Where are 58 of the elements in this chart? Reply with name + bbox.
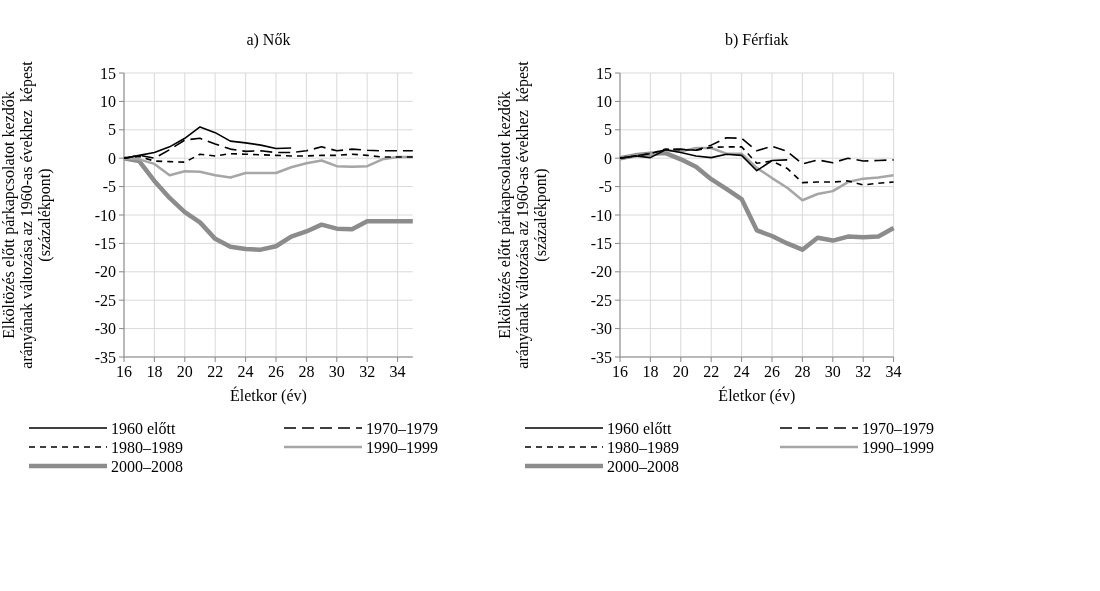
x-tick-label: 20: [176, 363, 193, 380]
y-tick-label: 0: [108, 149, 116, 167]
x-tick-label: 28: [794, 363, 811, 380]
y-tick-label: -20: [590, 263, 612, 281]
x-tick-label: 22: [703, 363, 720, 380]
y-tick-label: 10: [596, 93, 612, 110]
y-tick-label: 15: [596, 64, 612, 82]
y-tick-label: 10: [100, 93, 116, 110]
x-tick-label: 32: [359, 363, 376, 380]
legend-label: 1980–1989: [607, 438, 679, 456]
y-tick-label: -35: [94, 348, 116, 366]
legend-label: 2000–2008: [607, 457, 679, 475]
x-tick-label: 34: [389, 363, 406, 380]
legend-label: 1960 előtt: [607, 419, 672, 437]
y-tick-label: 5: [604, 121, 612, 139]
legend-label: 1970–1979: [862, 419, 934, 437]
x-tick-label: 34: [885, 363, 902, 380]
legend-label: 1960 előtt: [111, 419, 176, 437]
y-axis-title: Elköltözés előtt párkapcsolatot kezdők arányának változása az 1960-as évekhez képest (százalékpont): [496, 60, 550, 369]
legend-label: 1970–1979: [366, 419, 438, 437]
x-tick-label: 30: [824, 363, 841, 380]
y-tick-label: -10: [94, 206, 116, 224]
y-tick-label: -30: [590, 320, 612, 338]
y-tick-label: -30: [94, 320, 116, 338]
y-axis-title: Elköltözés előtt párkapcsolatot kezdők arányának változása az 1960-as évekhez képest (százalékpont): [0, 60, 54, 369]
legend-label: 1990–1999: [862, 438, 934, 456]
x-tick-label: 32: [855, 363, 872, 380]
y-tick-label: -20: [94, 263, 116, 281]
legend-label: 1990–1999: [366, 438, 438, 456]
x-tick-label: 16: [612, 363, 628, 380]
y-tick-label: 0: [604, 149, 612, 167]
x-axis-title: Életkor (év): [718, 386, 796, 405]
y-tick-label: -15: [94, 235, 116, 252]
x-tick-label: 28: [298, 363, 315, 380]
y-tick-label: -10: [590, 206, 612, 224]
x-tick-label: 16: [116, 363, 132, 380]
y-tick-label: 5: [108, 121, 116, 139]
chart-title: a) Nők: [246, 31, 291, 49]
x-tick-label: 26: [268, 363, 284, 380]
chart-title: b) Férfiak: [725, 31, 789, 49]
legend-label: 1980–1989: [111, 438, 183, 456]
x-axis-title: Életkor (év): [229, 386, 307, 405]
y-tick-label: -15: [590, 235, 612, 252]
x-tick-label: 18: [642, 363, 659, 380]
y-tick-label: -25: [94, 291, 116, 309]
x-tick-label: 20: [672, 363, 689, 380]
x-tick-label: 18: [146, 363, 163, 380]
y-tick-label: -25: [590, 291, 612, 309]
y-tick-label: -35: [590, 348, 612, 366]
legend-label: 2000–2008: [111, 457, 183, 475]
x-tick-label: 30: [328, 363, 345, 380]
x-tick-label: 26: [764, 363, 780, 380]
x-tick-label: 24: [237, 363, 254, 380]
y-tick-label: -5: [598, 178, 612, 196]
y-tick-label: -5: [102, 178, 116, 196]
x-tick-label: 24: [733, 363, 750, 380]
x-tick-label: 22: [207, 363, 224, 380]
y-tick-label: 15: [100, 64, 116, 82]
